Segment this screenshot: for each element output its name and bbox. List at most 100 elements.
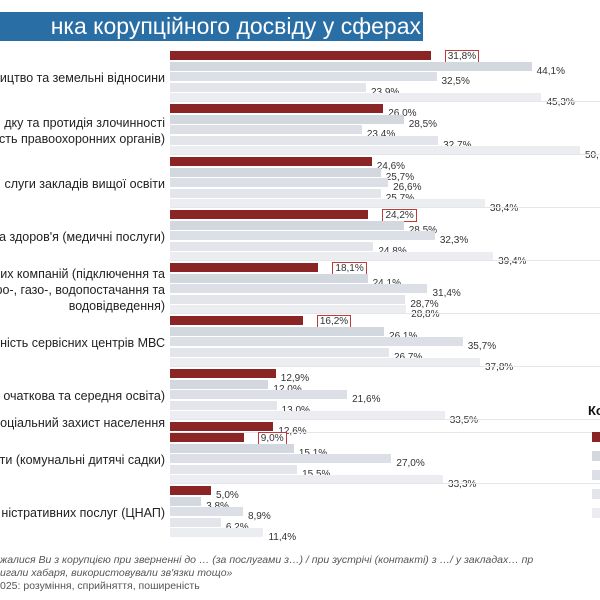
bar [170, 475, 444, 485]
bar [170, 93, 542, 103]
bar [170, 443, 294, 453]
bar [170, 167, 381, 177]
chart-title: нка корупційного досвіду у сферах [0, 12, 423, 41]
bar [170, 411, 445, 421]
category-label: ицтво та земельні відносини [0, 70, 165, 85]
data-label: 12,0% [273, 383, 302, 395]
data-label: 28,8% [411, 309, 440, 321]
bar [170, 528, 264, 538]
data-label: 26,0% [388, 108, 417, 119]
data-label: 15,5% [302, 468, 331, 480]
category-label: оціальний захист населення [0, 416, 165, 431]
category-label: ти (комунальні дитячі садки) [0, 452, 165, 467]
category-label: их компаній (підключення та [0, 266, 165, 281]
group-separator [170, 432, 600, 433]
bar [170, 400, 277, 410]
bar [170, 188, 381, 198]
data-label: 23,4% [366, 129, 396, 141]
bar [170, 517, 221, 527]
bar [170, 284, 428, 294]
data-label: 26,1% [389, 330, 418, 342]
legend-swatch [592, 432, 600, 442]
category-label: дку та протидія злочинності [4, 115, 165, 130]
data-label: 12,6% [278, 426, 306, 437]
bar [170, 263, 319, 272]
bar [170, 390, 348, 400]
bar [170, 61, 532, 71]
bar [170, 125, 362, 135]
data-label: 24,1% [372, 277, 401, 289]
legend-swatch [592, 489, 600, 499]
group-separator [170, 366, 600, 367]
data-label: 23,9% [370, 86, 400, 98]
data-label: 21,6% [352, 394, 381, 406]
bar [170, 273, 368, 283]
data-label: 12,9% [280, 373, 310, 384]
bar [170, 433, 244, 442]
group-separator [170, 154, 600, 155]
bar [170, 220, 404, 230]
bar [170, 252, 494, 262]
data-label: 32,5% [441, 76, 470, 88]
data-label: 33,3% [448, 479, 477, 491]
bar [170, 369, 276, 378]
bar [170, 305, 407, 315]
legend-swatch [592, 508, 600, 518]
bar [170, 51, 431, 60]
data-label: 32,3% [439, 235, 469, 247]
bar [170, 114, 404, 124]
bar [170, 454, 392, 464]
data-label: 3,8% [206, 500, 229, 512]
data-label: 31,4% [432, 288, 461, 300]
data-label: 25,7% [385, 192, 415, 204]
data-label: 18,1% [332, 262, 367, 275]
bar [170, 72, 437, 82]
legend-title: Ко [588, 403, 600, 418]
bar [170, 347, 389, 357]
category-label: очаткова та середня освіта) [3, 388, 165, 403]
bar [170, 82, 366, 92]
bar [170, 379, 269, 389]
bar [170, 316, 303, 325]
category-label: ро-, газо-, водопостачання та [0, 282, 165, 297]
bar [170, 496, 202, 506]
bar [170, 104, 384, 113]
bar [170, 210, 369, 219]
bar [170, 199, 485, 209]
data-label: 28,5% [408, 118, 438, 130]
bar [170, 486, 211, 495]
bar [170, 135, 439, 145]
category-label: ність сервісних центрів МВС [0, 335, 165, 350]
bar [170, 294, 406, 304]
data-label: 37,8% [484, 362, 514, 374]
category-label: слуги закладів вищої освіти [4, 176, 165, 191]
bar [170, 464, 298, 474]
bar [170, 507, 243, 517]
group-separator [170, 260, 600, 261]
category-label: а здоров'я (медичні послуги) [0, 229, 165, 244]
data-label: 26,6% [393, 182, 422, 194]
group-separator [170, 313, 600, 314]
data-label: 5,0% [216, 490, 239, 501]
legend-swatch [592, 451, 600, 461]
bar [170, 231, 435, 241]
group-separator [170, 101, 600, 102]
bar [170, 326, 385, 336]
group-separator [170, 419, 600, 420]
data-label: 24,8% [378, 245, 407, 257]
footnote-question: жалися Ви з корупцією при зверненні до …… [0, 554, 534, 566]
category-label: сть правоохоронних органів) [0, 131, 165, 146]
data-label: 38,4% [489, 203, 519, 215]
data-label: 15,1% [298, 447, 328, 459]
data-label: 39,4% [498, 256, 527, 268]
data-label: 33,5% [449, 415, 479, 427]
data-label: 8,9% [247, 511, 271, 523]
category-label: водовідведення) [68, 298, 165, 313]
bar [170, 241, 374, 251]
data-label: 28,7% [410, 298, 439, 310]
data-label: 28,5% [408, 224, 438, 236]
bar [170, 337, 463, 347]
data-label: 11,4% [268, 532, 297, 544]
data-label: 31,8% [444, 50, 480, 63]
data-label: 44,1% [536, 65, 565, 77]
